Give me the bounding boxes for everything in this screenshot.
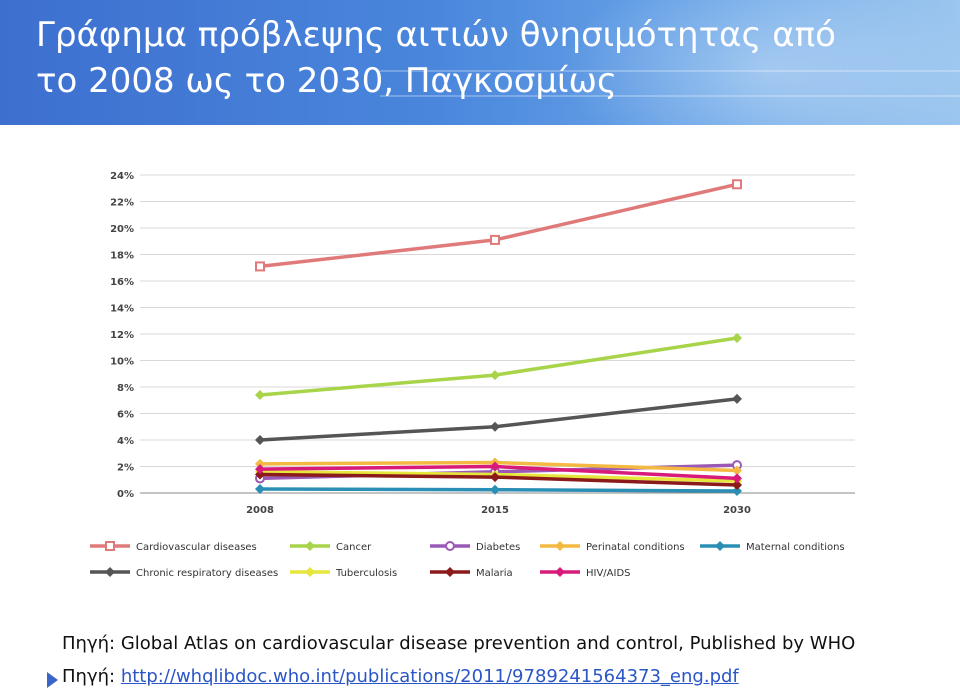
slide-title-line1: Γράφημα πρόβλεψης αιτιών θνησιμότητας απ… [36, 15, 836, 55]
data-point [490, 234, 500, 245]
title-banner: Γράφημα πρόβλεψης αιτιών θνησιμότητας απ… [0, 0, 960, 125]
series-line [259, 397, 738, 442]
legend-label: HIV/AIDS [586, 568, 631, 579]
y-tick-label: 0% [117, 489, 134, 500]
legend-marker [105, 541, 115, 551]
series-line [259, 336, 738, 397]
y-tick-label: 16% [110, 277, 134, 288]
y-tick-label: 20% [110, 224, 134, 235]
data-point [732, 465, 742, 476]
legend-marker [715, 541, 725, 551]
y-tick-label: 22% [110, 198, 134, 209]
y-tick-label: 2% [117, 463, 134, 474]
data-point [490, 472, 500, 483]
data-point [255, 435, 265, 445]
legend-marker [445, 567, 455, 577]
legend-marker [555, 541, 565, 551]
data-point [255, 458, 265, 469]
y-tick-label: 24% [110, 171, 134, 182]
y-tick-label: 12% [110, 330, 134, 341]
y-tick-label: 4% [117, 436, 134, 447]
source-line: Πηγή: Global Atlas on cardiovascular dis… [62, 633, 855, 654]
data-point [255, 469, 265, 480]
x-tick-label: 2030 [723, 505, 751, 516]
legend-label: Perinatal conditions [586, 542, 685, 553]
source-link[interactable]: http://whqlibdoc.who.int/publications/20… [120, 666, 739, 687]
x-tick-label: 2015 [481, 505, 509, 516]
y-tick-label: 8% [117, 383, 134, 394]
data-point [255, 261, 265, 272]
slide-title-line2: το 2008 ως το 2030, Παγκοσμίως [36, 61, 617, 101]
chart-svg: 0% 2% 4% 6% 8% 10% 12% 14% 16% 18% 20% 22% 24% 2008 20… [90, 171, 855, 579]
y-tick-label: 6% [117, 410, 134, 421]
legend-label: Maternal conditions [746, 542, 845, 553]
banner-glow [560, 0, 960, 125]
data-point [490, 421, 500, 432]
y-tick-label: 10% [110, 357, 134, 368]
legend-marker [305, 541, 315, 551]
banner-line [380, 95, 960, 97]
data-point [255, 464, 265, 475]
source-link-line: Πηγή: http://whqlibdoc.who.int/publicati… [62, 666, 739, 687]
data-point [490, 461, 500, 472]
mortality-chart: 0% 2% 4% 6% 8% 10% 12% 14% 16% 18% 20% 22% 24% 2008 20… [70, 160, 870, 580]
legend-marker [305, 567, 315, 577]
legend-label: Cancer [336, 542, 372, 553]
y-tick-label: 18% [110, 251, 134, 262]
slide-title: Γράφημα πρόβλεψης αιτιών θνησιμότητας απ… [36, 12, 936, 104]
legend-label: Chronic respiratory diseases [136, 568, 278, 579]
data-point [732, 473, 742, 484]
source-prefix: Πηγή: [62, 633, 116, 654]
legend-label: Malaria [476, 568, 513, 579]
data-point [732, 393, 742, 404]
x-tick-label: 2008 [246, 505, 274, 516]
source-text: Global Atlas on cardiovascular disease p… [120, 633, 856, 654]
source-prefix: Πηγή: [62, 666, 116, 687]
legend-marker [105, 567, 115, 577]
data-point [255, 484, 265, 495]
data-point [490, 484, 500, 495]
legend-label: Diabetes [476, 542, 520, 553]
banner-line [380, 70, 960, 72]
data-point [732, 480, 742, 491]
legend-marker [445, 541, 455, 551]
data-point [732, 179, 742, 190]
triangle-bullet-icon [47, 672, 58, 688]
legend-marker [555, 567, 565, 577]
data-point [255, 389, 265, 400]
data-point [490, 370, 500, 381]
legend-label: Cardiovascular diseases [136, 542, 257, 553]
y-tick-label: 14% [110, 304, 134, 315]
data-point [732, 486, 742, 497]
data-point [732, 332, 742, 343]
legend-label: Tuberculosis [335, 568, 397, 579]
